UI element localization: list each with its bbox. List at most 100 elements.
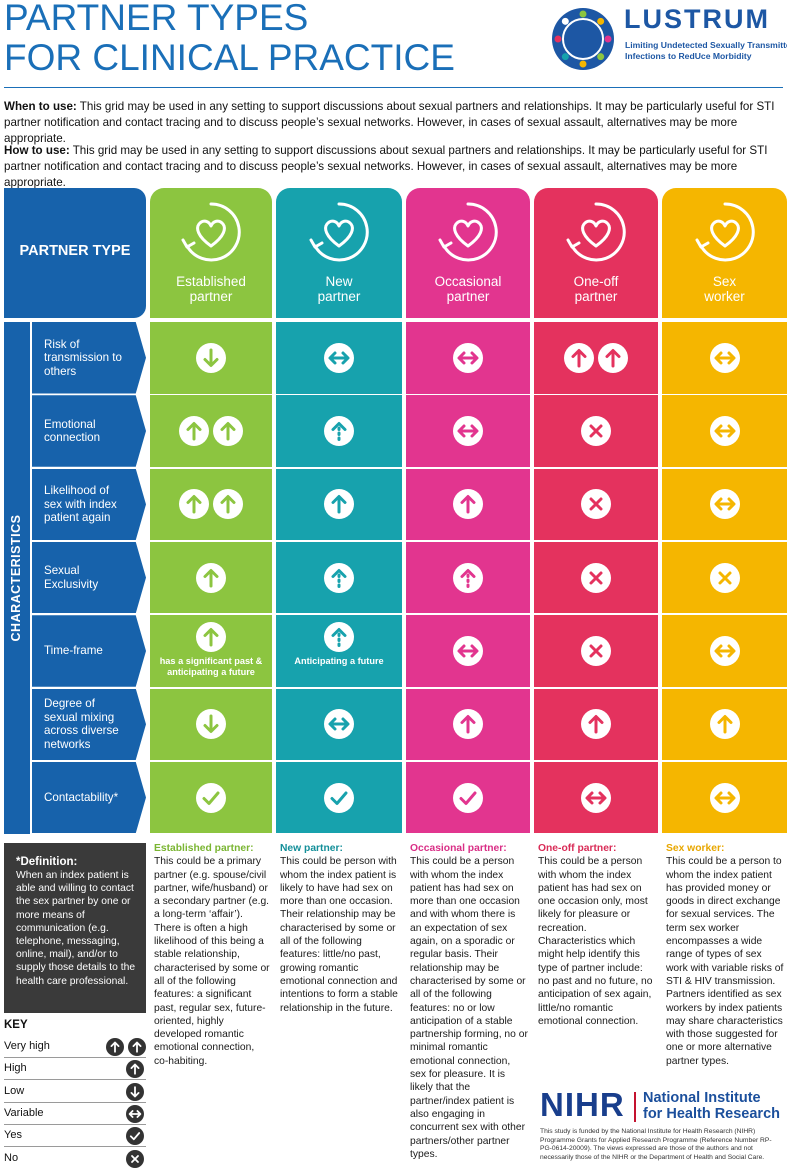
icon-group	[106, 1038, 124, 1056]
row-label-box: Sexual Exclusivity	[32, 541, 146, 614]
icon-symbol	[717, 715, 732, 734]
key-label: Variable	[4, 1106, 44, 1119]
icon-symbol	[589, 497, 603, 511]
column-icon	[566, 202, 626, 262]
key-label: Very high	[4, 1040, 50, 1052]
icon-up	[564, 342, 594, 373]
logo-dot	[554, 35, 562, 43]
grid-cell	[534, 468, 658, 541]
logo-dot	[604, 35, 612, 43]
icon-ring	[442, 202, 498, 262]
icon-group	[196, 622, 226, 653]
icon-up	[179, 416, 209, 447]
icon-group	[453, 562, 483, 593]
icon-heart	[581, 219, 611, 248]
icon-circle	[324, 782, 354, 813]
key-row: Variable	[4, 1103, 146, 1125]
cell-note: has a significant past & anticipating a …	[159, 656, 263, 678]
icon-ring	[699, 202, 755, 262]
description: One-off partner: This could be a person w…	[538, 842, 656, 1028]
column-icon	[695, 202, 755, 262]
icon-ring-arrow	[181, 238, 196, 249]
icon-up	[126, 1060, 144, 1079]
icon-cross	[709, 562, 740, 593]
grid-cell	[406, 395, 530, 467]
icon-symbol	[132, 1041, 142, 1053]
column-name: Sex	[712, 274, 737, 289]
icon-heart	[709, 219, 740, 248]
funder-name: National Institute	[643, 1090, 761, 1106]
icon-group	[598, 342, 628, 373]
icon-symbol	[130, 1085, 140, 1097]
icon-dotup	[324, 562, 354, 593]
icon-symbol	[714, 497, 735, 511]
icon-circle	[126, 1127, 144, 1146]
icon-group	[324, 709, 354, 740]
row-label-box: Likelihood of sex with index patient aga…	[32, 468, 146, 541]
intro-paragraph: How to use: This grid may be used in any…	[4, 143, 787, 191]
icon-symbol	[128, 1109, 142, 1118]
column-name: Established	[176, 274, 246, 289]
icon-symbol	[589, 424, 603, 438]
grid-cell	[150, 322, 272, 394]
icon-group	[324, 562, 354, 593]
description-text: This could be person with whom the index…	[280, 856, 398, 1014]
icon-symbol	[203, 348, 219, 367]
icon-circle	[196, 782, 226, 813]
funder-acronym: NIHR	[540, 1086, 625, 1123]
icon-group	[126, 1149, 144, 1168]
icon-symbol	[202, 791, 220, 805]
grid-cell	[534, 395, 658, 467]
icon-symbol	[129, 1132, 141, 1141]
icon-group	[709, 709, 740, 740]
icon-symbol	[589, 571, 603, 585]
grid-cell	[662, 541, 787, 614]
icon-symbol	[328, 351, 350, 365]
icon-symbol	[220, 495, 236, 514]
grid-cell	[276, 761, 402, 834]
intro-label: How to use:	[4, 144, 70, 157]
logo-dot	[579, 10, 587, 18]
icon-symbol	[457, 424, 479, 438]
icon-symbol	[203, 628, 219, 647]
side-label: CHARACTERISTICS	[9, 514, 23, 642]
icon-symbol	[220, 422, 236, 441]
grid-cell	[406, 761, 530, 834]
row-label: Risk of transmission to others	[44, 337, 122, 378]
row-label-box: Contactability*	[32, 761, 146, 834]
grid-cell	[406, 615, 530, 687]
grid-cell	[150, 761, 272, 834]
icon-up	[213, 489, 243, 520]
icon-ring	[313, 202, 369, 262]
icon-up	[581, 709, 611, 740]
key-row: High	[4, 1058, 146, 1081]
icon-dotup	[324, 622, 354, 653]
funder-divider	[634, 1092, 636, 1122]
partner-type-label: PARTNER TYPE	[19, 243, 131, 259]
column-header: New partner	[276, 188, 402, 318]
icon-symbol	[718, 571, 731, 585]
icon-circle	[453, 782, 483, 813]
icon-symbol	[130, 1063, 140, 1075]
row-label-box: Emotional connection	[32, 395, 146, 467]
description-title: Occasional partner:	[410, 843, 507, 854]
icon-group	[581, 782, 611, 813]
icon-group	[453, 635, 483, 666]
icon-ring	[185, 202, 241, 262]
icon-group	[709, 782, 740, 813]
icon-group	[324, 416, 354, 447]
icon-group	[709, 342, 740, 373]
icon-ring	[570, 202, 626, 262]
intro-text: This grid may be used in any setting to …	[4, 144, 768, 189]
icon-check	[196, 782, 226, 813]
icon-group	[324, 342, 354, 373]
column-icon	[181, 202, 241, 262]
icon-symbol	[571, 348, 587, 368]
icon-symbol	[459, 791, 477, 805]
description-text: This could be a person with whom the ind…	[538, 856, 653, 1027]
icon-check	[324, 782, 354, 813]
icon-symbol	[330, 791, 348, 805]
icon-group	[213, 489, 243, 520]
column-icon	[309, 202, 369, 262]
description: Established partner: This could be a prim…	[154, 842, 270, 1068]
